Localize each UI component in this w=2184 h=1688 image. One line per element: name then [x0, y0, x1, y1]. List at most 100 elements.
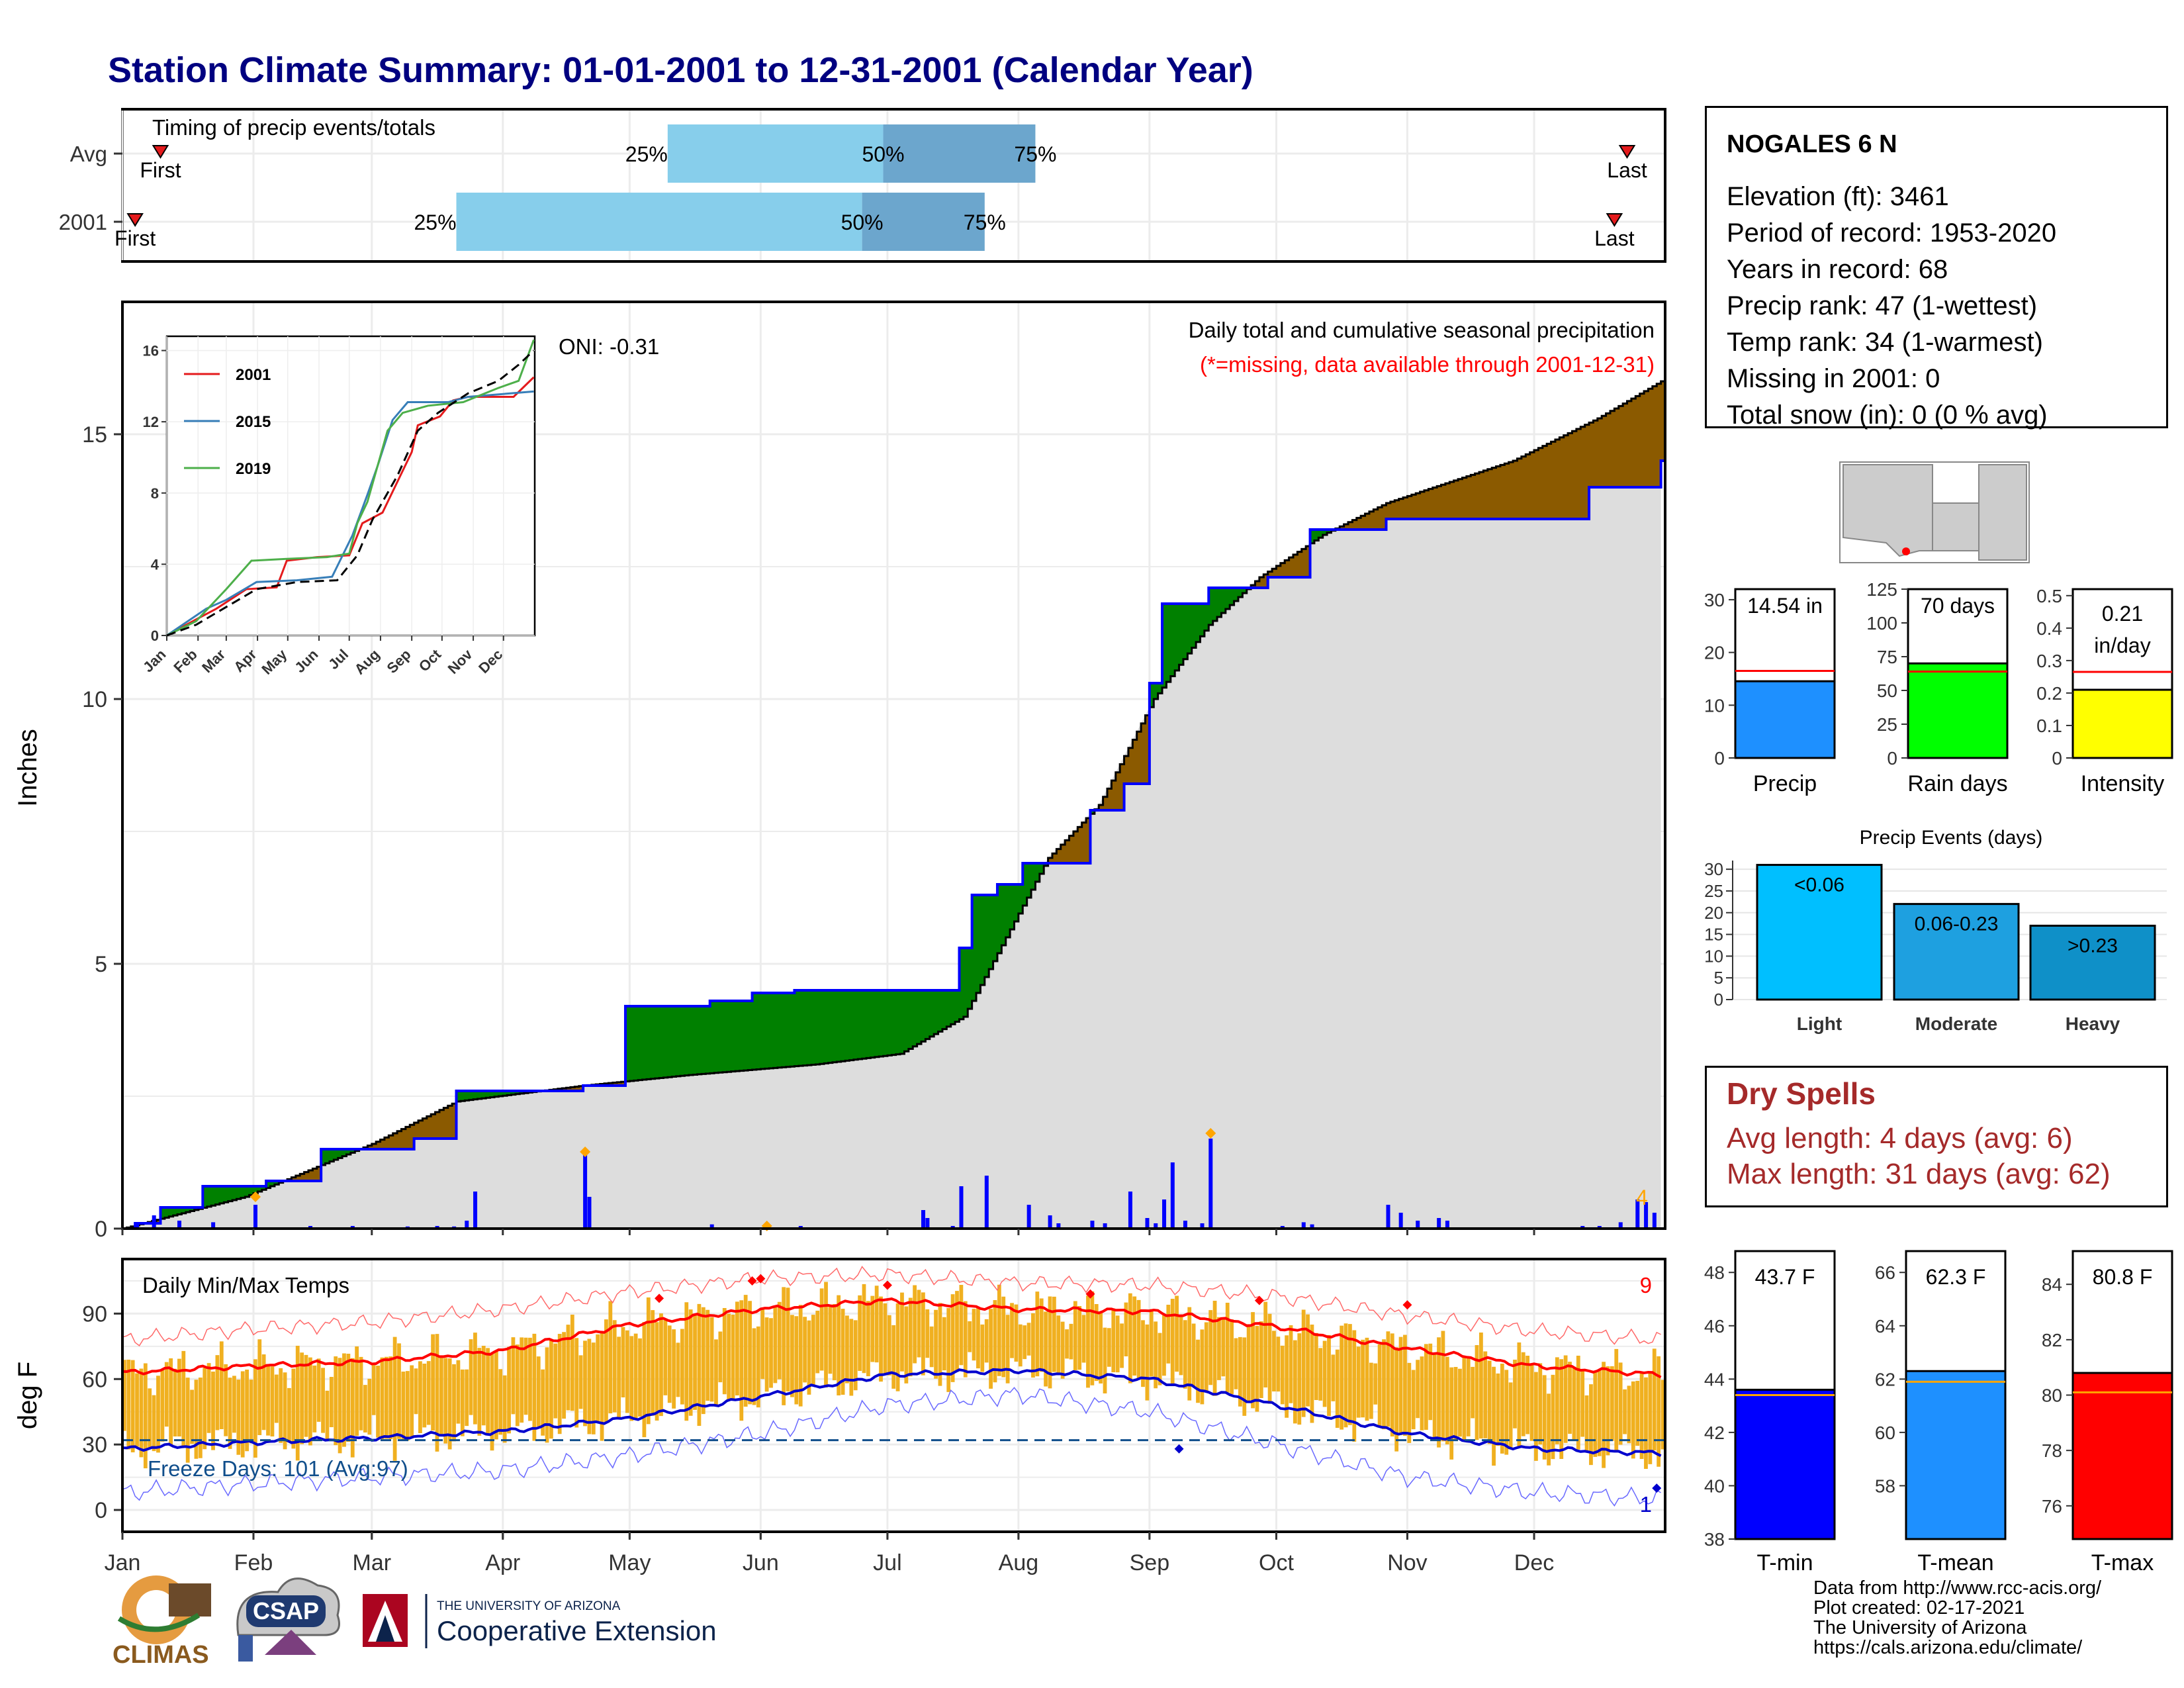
- credit-url: https://cals.arizona.edu/climate/: [1813, 1637, 2083, 1658]
- timing-bar-early: [667, 124, 884, 183]
- daily-precip-bar: [1644, 1202, 1649, 1229]
- average-cumulative-area: [122, 381, 1661, 1229]
- summary-bar-charts: 0 10 20 30 14.54 in Precip 0 25 50 75 100 125 70 day…: [1704, 579, 2173, 796]
- timing-row-label: Avg: [70, 142, 107, 166]
- record-max-line: [122, 1266, 1661, 1346]
- inset-legend-label: 2019: [236, 460, 271, 478]
- ua-big-text: Cooperative Extension: [437, 1615, 717, 1646]
- daily-precip-bar: [709, 1224, 714, 1229]
- timing-row-label: 2001: [59, 210, 107, 234]
- summary-bar-label: Precip: [1753, 771, 1817, 796]
- timing-q25-label: 25%: [625, 142, 668, 166]
- month-tick-label: Aug: [999, 1550, 1039, 1575]
- events-bar-heavy: [2029, 924, 2156, 1001]
- summary-bar-precip: 0 10 20 30 14.54 in Precip: [1704, 588, 1836, 796]
- daily-precip-bar: [1416, 1221, 1420, 1229]
- record-precip-marker: [1205, 1128, 1216, 1139]
- summary-bar-rain-days: 0 25 50 75 100 125 70 days Rain days: [1866, 579, 2009, 796]
- summary-bar-ytick-label: 0.3: [2036, 651, 2062, 671]
- temp-summary-ytick-label: 80: [2042, 1385, 2062, 1406]
- temp-ylabel: deg F: [13, 1362, 42, 1429]
- daily-temp-bars: [122, 1282, 1665, 1470]
- month-axis: Jan Feb Mar Apr May Jun Jul Aug Sep Oct Nov Dec: [105, 1532, 1554, 1575]
- daily-precip-bar: [1301, 1222, 1306, 1229]
- timing-first-marker: [126, 213, 144, 227]
- observed-cumulative-line: [122, 459, 1665, 1230]
- station-info-box: NOGALES 6 N Elevation (ft): 3461 Period …: [1705, 106, 2168, 430]
- climas-wordmark: CLIMAS: [113, 1641, 209, 1669]
- temp-summary-label: T-mean: [1917, 1550, 1993, 1575]
- timing-last-label: Last: [1607, 158, 1647, 182]
- temp-summary-ytick-label: 62: [1875, 1369, 1895, 1389]
- record-max-marker: [747, 1276, 757, 1286]
- temp-ytick-label: 0: [95, 1498, 107, 1523]
- temp-summary-ytick-label: 84: [2042, 1274, 2062, 1295]
- ua-logo: THE UNIVERSITY OF ARIZONA Cooperative Ex…: [363, 1594, 717, 1648]
- summary-bar-fill: [1734, 680, 1836, 759]
- daily-precip-bar: [1103, 1223, 1107, 1229]
- precip-ylabel: Inches: [13, 729, 42, 807]
- summary-bar-ytick-label: 125: [1866, 579, 1897, 600]
- dry-spells-avg: Avg length: 4 days (avg: 6): [1727, 1122, 2073, 1154]
- daily-precip-bar: [921, 1210, 926, 1229]
- station-missing: Missing in 2001: 0: [1727, 364, 1940, 393]
- daily-precip-bar: [1310, 1224, 1314, 1229]
- inset-ytick-label: 4: [151, 556, 159, 573]
- avg-max-line: [122, 1297, 1662, 1379]
- temp-summary-ytick-label: 40: [1704, 1476, 1725, 1496]
- month-tick-label: Dec: [1514, 1550, 1554, 1575]
- daily-precip-bar: [1128, 1192, 1132, 1229]
- temp-summary-value: 80.8 F: [2093, 1265, 2153, 1289]
- oni-label: ONI: -0.31: [559, 334, 659, 359]
- events-bar-range: <0.06: [1794, 874, 1844, 896]
- station-precip-rank: Precip rank: 47 (1-wettest): [1727, 291, 2038, 320]
- daily-precip-bar: [1445, 1221, 1449, 1229]
- logo-strip: CLIMAS CSAP THE UNIVERSITY OF ARIZONA Co…: [113, 1575, 717, 1669]
- month-tick-label: Jan: [105, 1550, 141, 1575]
- timing-bar-early: [456, 193, 862, 251]
- station-temp-rank: Temp rank: 34 (1-warmest): [1727, 328, 2043, 357]
- inset-series-2019: [166, 339, 535, 637]
- credit-university: The University of Arizona: [1813, 1617, 2027, 1638]
- temp-ytick-label: 60: [82, 1367, 107, 1392]
- record-max-count: 9: [1640, 1273, 1652, 1297]
- summary-bar-fill: [2071, 688, 2173, 759]
- temp-summary-label: T-min: [1757, 1550, 1813, 1575]
- timing-last-marker: [1606, 213, 1623, 227]
- month-tick-label: Jul: [873, 1550, 901, 1575]
- above-average-fill: [135, 530, 1336, 1226]
- dry-spells-box: Dry Spells Avg length: 4 days (avg: 6) M…: [1705, 1066, 2168, 1207]
- events-ytick-label: 20: [1704, 903, 1723, 923]
- events-bar-category: Heavy: [2066, 1013, 2120, 1034]
- freeze-days-label: Freeze Days: 101 (Avg:97): [148, 1456, 408, 1481]
- events-bar-range: 0.06-0.23: [1915, 914, 1999, 935]
- station-years: Years in record: 68: [1727, 255, 1948, 284]
- csap-wordmark: CSAP: [253, 1597, 319, 1624]
- summary-bar-ytick-label: 0: [1714, 748, 1725, 769]
- temperature-summary-charts: 38 40 42 44 46 48 43.7 F T-min 58 60 62 64 66 62.3 F T…: [1704, 1250, 2173, 1575]
- record-precip-marker: [250, 1192, 261, 1202]
- inset-ytick-label: 0: [151, 628, 159, 644]
- temp-summary-t-max: 76 78 80 82 84 80.8 F T-max: [2042, 1250, 2173, 1575]
- month-tick-label: Mar: [353, 1550, 392, 1575]
- summary-bar-value-unit: in/day: [2094, 633, 2150, 657]
- timing-bar-late: [883, 124, 1036, 183]
- summary-bar-ytick-label: 75: [1877, 647, 1897, 667]
- temp-panel: 0 30 60 90 Daily Min/Max Temps 9 1 Freeze D…: [13, 1258, 1666, 1538]
- daily-precip-bar: [1635, 1199, 1640, 1229]
- month-tick-label: Nov: [1387, 1550, 1427, 1575]
- temp-summary-fill: [1905, 1370, 2007, 1540]
- temp-summary-value: 62.3 F: [1926, 1265, 1986, 1289]
- temp-summary-ytick-label: 78: [2042, 1440, 2062, 1461]
- temp-summary-label: T-max: [2091, 1550, 2154, 1575]
- record-min-count: 1: [1640, 1492, 1652, 1517]
- summary-bar-ytick-label: 0: [2052, 748, 2062, 769]
- daily-precip-bar: [583, 1154, 588, 1229]
- events-bar-category: Moderate: [1915, 1013, 1997, 1034]
- events-bar-range: >0.23: [2068, 935, 2118, 957]
- summary-bar-ytick-label: 0.2: [2036, 683, 2062, 704]
- avg-min-line: [122, 1368, 1662, 1457]
- ua-small-text: THE UNIVERSITY OF ARIZONA: [437, 1599, 621, 1613]
